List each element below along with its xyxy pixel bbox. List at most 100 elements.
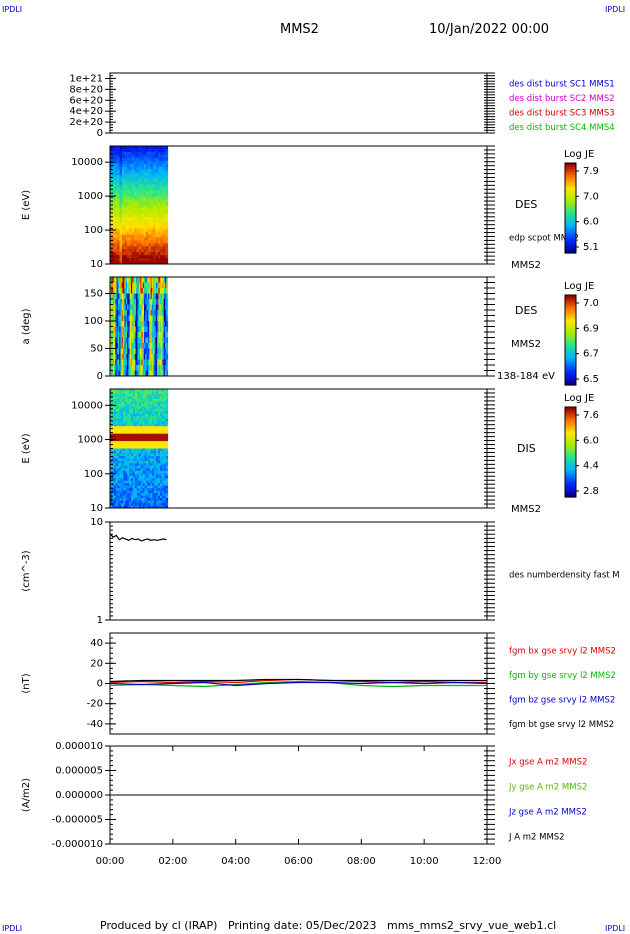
heatmap-cell — [112, 354, 115, 360]
heatmap-cell — [131, 463, 134, 467]
heatmap-cell — [153, 252, 157, 256]
heatmap-cell — [129, 216, 133, 221]
heatmap-cell — [138, 478, 142, 482]
heatmap-cell — [159, 293, 162, 300]
heatmap-cell — [163, 406, 167, 410]
heatmap-cell — [112, 207, 116, 212]
heatmap-cell — [161, 470, 165, 474]
heatmap-cell — [154, 423, 157, 427]
heatmap-cell — [157, 193, 161, 197]
heatmap-cell — [114, 261, 118, 265]
heatmap-cell — [126, 205, 130, 209]
heatmap-cell — [126, 249, 130, 253]
heatmap-cell — [158, 310, 161, 316]
heatmap-cell — [154, 406, 157, 410]
heatmap-cell — [150, 187, 154, 191]
heatmap-cell — [133, 321, 136, 327]
heatmap-cell — [138, 498, 142, 502]
heatmap-cell — [127, 495, 130, 499]
heatmap-cell — [113, 488, 117, 492]
heatmap-cell — [129, 181, 133, 185]
heatmap-cell — [124, 207, 128, 212]
heatmap-cell — [110, 455, 113, 459]
heatmap-cell — [152, 448, 155, 452]
heatmap-cell — [115, 393, 119, 397]
heatmap-cell — [114, 166, 118, 171]
colorbar-segment — [565, 429, 576, 432]
heatmap-cell — [147, 354, 150, 360]
heatmap-cell — [166, 354, 169, 360]
heatmap-cell — [148, 436, 151, 440]
heatmap-cell — [110, 426, 113, 430]
heatmap-cell — [136, 282, 138, 289]
heatmap-cell — [153, 343, 156, 349]
heatmap-cell — [131, 446, 134, 449]
heatmap-cell — [131, 426, 134, 430]
colorbar-segment — [565, 383, 576, 386]
heatmap-cell — [140, 463, 144, 467]
heatmap-cell — [110, 207, 113, 212]
heatmap-cell — [163, 453, 167, 457]
heatmap-cell — [117, 225, 121, 230]
heatmap-cell — [163, 413, 167, 417]
heatmap-cell — [155, 240, 159, 244]
heatmap-cell — [134, 365, 137, 371]
heatmap-cell — [165, 433, 169, 437]
heatmap-cell — [126, 178, 130, 182]
heatmap-cell — [127, 436, 130, 440]
heatmap-cell — [110, 190, 113, 194]
heatmap-cell — [133, 498, 136, 502]
heatmap-cell — [138, 249, 142, 253]
heatmap-cell — [119, 310, 121, 316]
heatmap-cell — [155, 370, 158, 377]
heatmap-cell — [142, 288, 145, 294]
heatmap-cell — [119, 315, 121, 322]
heatmap-cell — [145, 359, 148, 366]
heatmap-cell — [146, 468, 149, 472]
heatmap-cell — [160, 166, 164, 171]
heatmap-cell — [110, 202, 113, 206]
heatmap-cell — [133, 398, 136, 402]
heatmap-cell — [153, 157, 157, 162]
heatmap-cell — [160, 190, 164, 194]
heatmap-cell — [117, 219, 121, 224]
heatmap-cell — [151, 326, 154, 333]
colorbar-segment — [565, 323, 576, 326]
heatmap-cell — [130, 343, 133, 349]
heatmap-cell — [159, 348, 162, 355]
colorbar-segment — [565, 303, 576, 306]
des-energy-colorbar-tick-label: 7.0 — [583, 191, 599, 202]
heatmap-cell — [123, 299, 125, 305]
heatmap-cell — [132, 354, 135, 360]
heatmap-cell — [115, 505, 119, 509]
heatmap-cell — [126, 210, 130, 215]
heatmap-cell — [145, 216, 149, 221]
time-axis-tick-label: 08:00 — [347, 856, 376, 867]
heatmap-cell — [136, 175, 140, 179]
heatmap-cell — [142, 441, 146, 445]
heatmap-cell — [142, 473, 146, 477]
heatmap-cell — [141, 207, 145, 212]
heatmap-cell — [145, 187, 149, 191]
heatmap-cell — [123, 490, 126, 494]
heatmap-cell — [121, 389, 124, 392]
heatmap-cell — [140, 359, 142, 366]
heatmap-cell — [153, 288, 156, 294]
heatmap-cell — [133, 210, 137, 215]
heatmap-cell — [131, 207, 135, 212]
heatmap-cell — [161, 389, 165, 392]
heatmap-cell — [127, 441, 130, 445]
heatmap-cell — [124, 315, 127, 322]
heatmap-cell — [136, 359, 138, 366]
heatmap-cell — [133, 299, 136, 305]
heatmap-cell — [150, 228, 154, 233]
heatmap-cell — [155, 337, 158, 344]
heatmap-cell — [133, 468, 136, 472]
heatmap-cell — [119, 154, 123, 159]
heatmap-cell — [112, 196, 116, 200]
heatmap-cell — [159, 495, 163, 499]
heatmap-cell — [138, 370, 141, 377]
footer-filename: mms_mms2_srvy_vue_web1.cl — [387, 919, 557, 932]
heatmap-cell — [163, 470, 167, 474]
heatmap-cell — [136, 199, 140, 203]
